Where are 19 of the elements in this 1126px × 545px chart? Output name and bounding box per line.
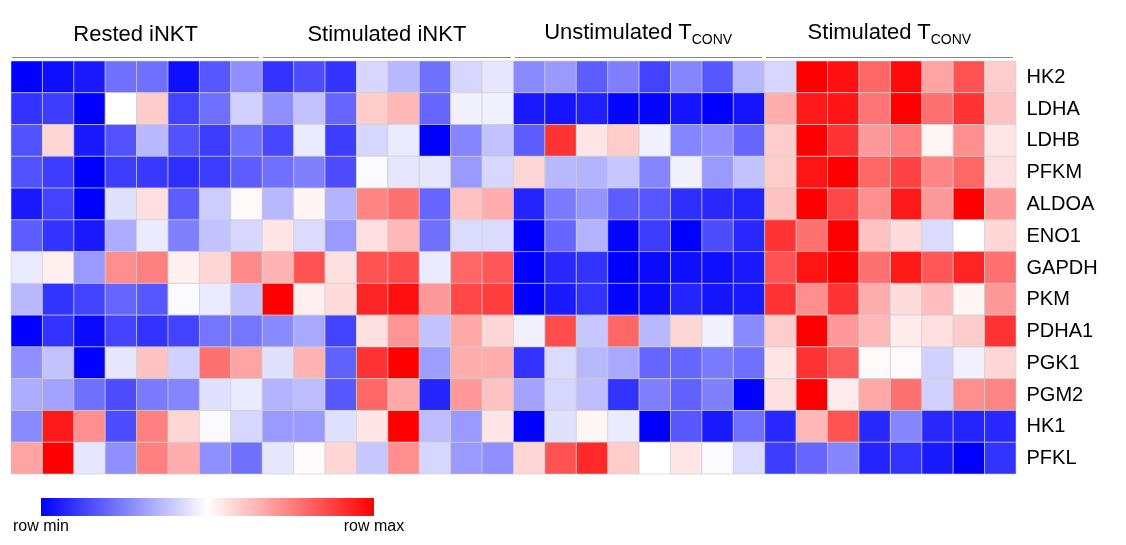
color-bar-label: row min xyxy=(12,517,70,534)
text: Unstimulated T$_{CONV}$ xyxy=(514,18,762,58)
y-tick-label: ALDOA xyxy=(1026,191,1095,214)
text: Rested iNKT xyxy=(12,21,260,58)
y-tick-label: LDHA xyxy=(1026,96,1081,119)
color-bar-label: row max xyxy=(343,517,405,534)
y-tick-label: GAPDH xyxy=(1026,255,1098,278)
y-tick-label: HK2 xyxy=(1026,64,1066,87)
text: Stimulated T$_{CONV}$ xyxy=(765,18,1013,58)
y-tick-label: PFKL xyxy=(1026,446,1077,469)
y-tick-label: PGM2 xyxy=(1026,382,1084,405)
y-tick-label: ENO1 xyxy=(1026,223,1081,246)
text: Stimulated iNKT xyxy=(263,21,511,58)
y-tick-label: PDHA1 xyxy=(1026,319,1094,342)
y-tick-label: PFKM xyxy=(1026,160,1083,183)
y-tick-label: LDHB xyxy=(1026,128,1080,151)
y-tick-label: HK1 xyxy=(1026,414,1066,437)
y-tick-label: PGK1 xyxy=(1026,350,1080,373)
y-tick-label: PKM xyxy=(1026,287,1070,310)
